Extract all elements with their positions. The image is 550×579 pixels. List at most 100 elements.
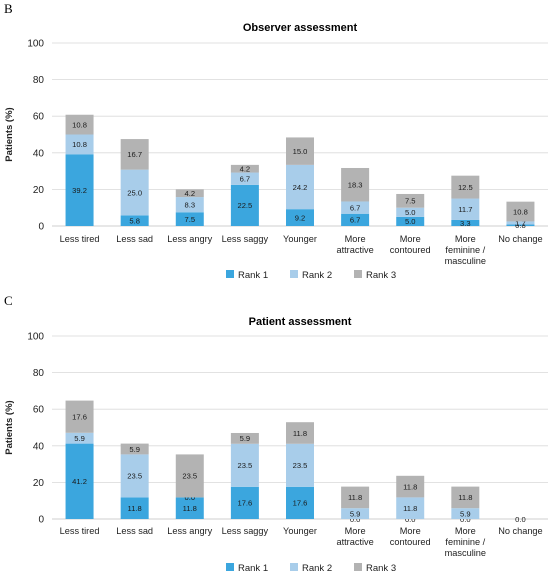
- panel-letter: B: [4, 1, 13, 16]
- x-tick-label: feminine /: [445, 537, 485, 547]
- y-tick-label: 100: [27, 332, 44, 343]
- bar-rank3: [65, 400, 94, 433]
- y-tick-label: 80: [33, 368, 45, 379]
- legend-swatch-rank3: [354, 270, 362, 278]
- data-label: 11.8: [458, 493, 472, 502]
- data-label: 17.6: [237, 499, 252, 508]
- y-tick-label: 60: [33, 405, 45, 416]
- bar-rank2: [396, 497, 425, 519]
- bar-rank3: [451, 486, 480, 509]
- y-tick-label: 0: [38, 515, 44, 526]
- x-tick-label: Less angry: [167, 526, 212, 536]
- y-tick-label: 60: [33, 112, 45, 123]
- data-label: 1.7: [515, 219, 526, 228]
- data-label: 23.5: [237, 461, 252, 470]
- bar-rank2: [286, 443, 314, 487]
- data-label: 11.8: [183, 504, 197, 513]
- data-label: 41.2: [72, 477, 87, 486]
- x-tick-label: More: [345, 526, 366, 536]
- chart-panel-observer: B Observer assessment 0 20 40 60 80 100 Patients…: [4, 1, 548, 281]
- bar-rank3: [506, 201, 535, 222]
- data-label: 23.5: [182, 472, 197, 481]
- bar-rank2: [451, 198, 480, 220]
- bar-rank3: [286, 137, 314, 165]
- data-label: 0.0: [184, 493, 195, 502]
- bar-rank3: [396, 193, 425, 208]
- x-tick-label: No change: [498, 234, 542, 244]
- bar-rank1: [120, 497, 149, 519]
- bar-rank1: [286, 209, 314, 226]
- legend-label: Rank 1: [238, 563, 268, 574]
- bar-rank3: [230, 432, 259, 444]
- bar-rank3: [120, 139, 149, 170]
- bar-rank1: [286, 486, 314, 519]
- bar-rank1: [175, 497, 204, 519]
- bar-rank3: [341, 167, 370, 202]
- bar-rank3: [341, 486, 370, 509]
- data-label: 9.2: [295, 213, 306, 222]
- bar-rank1: [230, 184, 259, 226]
- bar-rank3: [396, 475, 425, 498]
- chart-title: Observer assessment: [243, 22, 358, 34]
- data-label: 15.0: [293, 147, 308, 156]
- bar-rank2: [230, 172, 259, 185]
- x-tick-label: Less tired: [60, 234, 100, 244]
- data-label: 0.0: [405, 515, 416, 524]
- legend-label: Rank 1: [238, 270, 268, 281]
- x-tick-label: attractive: [336, 537, 373, 547]
- data-label: 17.6: [293, 499, 308, 508]
- legend-label: Rank 3: [366, 270, 396, 281]
- data-label: 24.2: [293, 183, 308, 192]
- x-tick-label: No change: [498, 526, 542, 536]
- x-tick-label: masculine: [445, 256, 486, 266]
- bar-rank1: [396, 216, 425, 226]
- x-tick-label: Less angry: [167, 234, 212, 244]
- x-tick-label: contoured: [390, 537, 431, 547]
- chart-panel-patient: C Patient assessment 0 20 40 60 80 100 Patients …: [4, 293, 548, 574]
- legend-swatch-rank3: [354, 563, 362, 571]
- data-label: 6.7: [240, 174, 251, 183]
- y-tick-label: 0: [38, 222, 44, 233]
- x-tick-label: Less tired: [60, 526, 100, 536]
- data-label: 10.8: [513, 207, 528, 216]
- bar-rank2: [65, 432, 94, 444]
- data-label: 4.2: [184, 189, 195, 198]
- data-label: 5.9: [350, 509, 361, 518]
- bar-rank2: [451, 508, 480, 519]
- x-tick-label: More: [455, 526, 476, 536]
- bar-rank2: [341, 201, 370, 214]
- data-label: 5.9: [129, 445, 140, 454]
- data-label: 8.3: [184, 200, 195, 209]
- bar-rank1: [120, 215, 149, 226]
- bar-rank3: [175, 189, 204, 198]
- data-label: 0.0: [515, 515, 526, 524]
- data-label: 5.9: [460, 509, 471, 518]
- legend-label: Rank 3: [366, 563, 396, 574]
- legend-swatch-rank1: [226, 563, 234, 571]
- data-label: 0.0: [460, 515, 471, 524]
- data-label: 22.5: [237, 201, 252, 210]
- data-label: 5.9: [74, 434, 85, 443]
- x-tick-label: masculine: [445, 548, 486, 558]
- bar-rank1: [230, 486, 259, 519]
- x-tick-label: attractive: [336, 245, 373, 255]
- bar-rank2: [396, 207, 425, 217]
- bar-rank3: [286, 422, 314, 444]
- x-tick-label: More: [455, 234, 476, 244]
- y-tick-label: 20: [33, 478, 45, 489]
- data-label: 10.8: [72, 120, 87, 129]
- data-label: 11.8: [403, 504, 417, 513]
- data-label: 6.7: [350, 216, 361, 225]
- data-label: 4.2: [240, 165, 251, 174]
- y-tick-label: 40: [33, 148, 45, 159]
- data-label: 7.5: [184, 215, 195, 224]
- data-label: 12.5: [458, 183, 473, 192]
- data-label: 7.5: [405, 197, 416, 206]
- data-label: 5.0: [405, 217, 416, 226]
- data-label: 11.7: [458, 205, 472, 214]
- x-tick-label: Younger: [283, 234, 317, 244]
- data-label: 11.8: [128, 504, 142, 513]
- y-axis-label: Patients (%): [4, 400, 15, 454]
- panel-letter: C: [4, 293, 13, 308]
